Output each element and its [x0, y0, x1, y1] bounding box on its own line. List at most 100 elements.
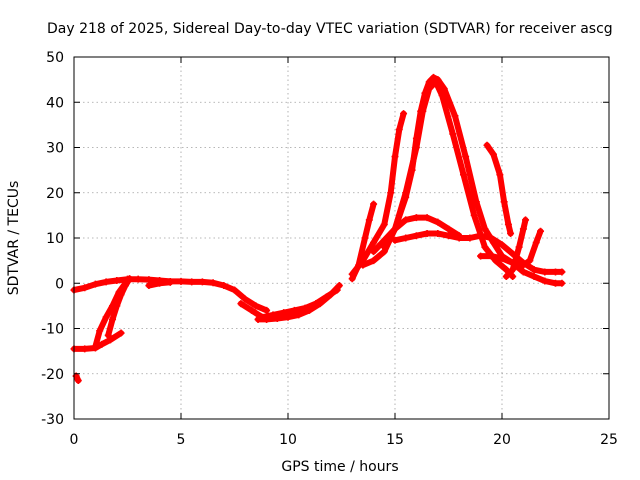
data-point [177, 277, 185, 285]
data-point [537, 227, 545, 235]
data-point [400, 110, 408, 118]
data-point [96, 327, 104, 335]
y-tick-label: 40 [46, 95, 64, 111]
data-point [412, 214, 420, 222]
y-tick-label: 30 [46, 141, 64, 157]
data-point [487, 252, 495, 260]
data-point [466, 234, 474, 242]
x-tick-label: 5 [177, 432, 186, 448]
series-trace-5 [72, 372, 82, 385]
data-point [380, 220, 388, 228]
data-point [519, 225, 527, 233]
data-point [241, 295, 249, 303]
data-point [541, 277, 549, 285]
y-tick-label: 10 [46, 231, 64, 247]
data-point [361, 234, 369, 242]
data-point [496, 171, 504, 179]
data-point [316, 300, 324, 308]
data-point [254, 315, 262, 323]
data-series [70, 73, 566, 385]
data-point [305, 306, 313, 314]
data-point [402, 216, 410, 224]
data-point [519, 261, 527, 269]
y-tick-label: -30 [41, 412, 64, 428]
data-point [117, 291, 125, 299]
data-point [370, 257, 378, 265]
x-tick-label: 15 [386, 432, 404, 448]
data-point [477, 232, 485, 240]
y-tick-label: 50 [46, 50, 64, 66]
data-point [145, 282, 153, 290]
data-point [391, 225, 399, 233]
data-point [74, 377, 82, 385]
data-point [102, 313, 110, 321]
data-point [145, 276, 153, 284]
data-point [434, 218, 442, 226]
data-point [515, 243, 523, 251]
series-trace-15 [477, 227, 545, 269]
y-tick-label: 20 [46, 186, 64, 202]
data-point [335, 282, 343, 290]
data-point [402, 189, 410, 197]
data-point [387, 189, 395, 197]
data-point [470, 211, 478, 219]
data-point [425, 85, 433, 93]
data-point [507, 229, 515, 237]
data-point [522, 216, 530, 224]
data-point [370, 200, 378, 208]
data-point [113, 302, 121, 310]
data-point [526, 257, 534, 265]
data-point [327, 291, 335, 299]
data-point [117, 329, 125, 337]
data-point [263, 306, 271, 314]
data-point [391, 153, 399, 161]
data-point [509, 266, 517, 274]
series-trace-13 [391, 229, 566, 276]
data-point [113, 277, 121, 285]
series-line [484, 142, 514, 237]
data-point [348, 270, 356, 278]
x-axis-title: GPS time / hours [281, 459, 398, 475]
data-point [502, 272, 510, 280]
data-point [231, 286, 238, 294]
data-point [481, 225, 489, 233]
data-point [273, 315, 281, 323]
x-tick-label: 20 [493, 432, 511, 448]
data-point [472, 198, 480, 206]
data-point [541, 268, 549, 276]
data-point [558, 279, 566, 287]
data-point [365, 216, 373, 224]
data-point [498, 241, 506, 249]
data-point [109, 315, 117, 323]
data-point [530, 272, 538, 280]
data-point [519, 268, 527, 276]
data-point [237, 300, 245, 308]
data-point [498, 254, 506, 262]
data-point [552, 268, 559, 276]
data-point [359, 261, 367, 269]
data-point [459, 171, 467, 179]
axis-ticks: 0 5 10 15 20 25 -30 -20 -10 0 10 20 30 40 50 [41, 50, 618, 448]
data-point [252, 302, 260, 310]
y-tick-label: -10 [41, 322, 64, 338]
series-trace-4 [104, 275, 134, 339]
data-point [104, 331, 112, 339]
data-point [290, 306, 298, 314]
data-point [462, 153, 470, 161]
data-point [445, 225, 452, 233]
x-tick-label: 0 [70, 432, 79, 448]
data-point [263, 315, 271, 323]
data-point [121, 282, 129, 290]
data-point [487, 234, 495, 242]
data-point [370, 248, 378, 256]
data-point [445, 232, 452, 240]
data-point [532, 239, 540, 247]
y-axis-title: SDTVAR / TECUs [6, 181, 22, 296]
data-point [370, 239, 378, 247]
data-point [483, 141, 491, 149]
series-trace-16 [502, 216, 530, 280]
data-point [220, 282, 228, 290]
data-point [106, 336, 114, 344]
data-point [455, 234, 463, 242]
data-point [449, 130, 457, 138]
